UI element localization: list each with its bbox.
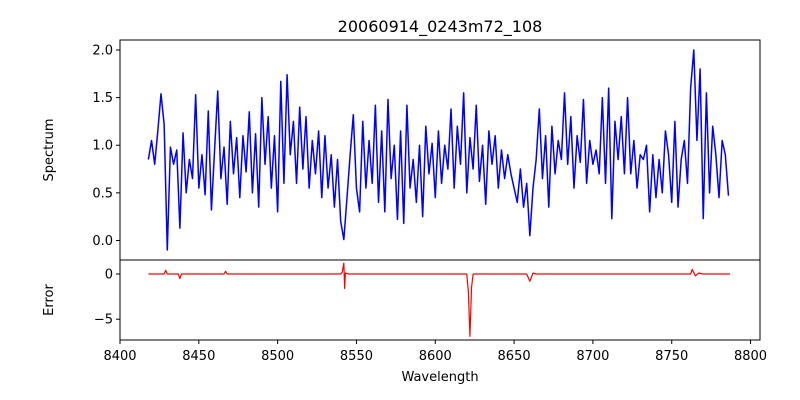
x-axis-label: Wavelength	[401, 370, 478, 385]
x-tick-label: 8800	[734, 349, 767, 364]
error-ylabel: Error	[42, 284, 57, 316]
y-tick-label: 1.0	[92, 139, 113, 154]
error-axes-frame	[119, 259, 761, 341]
x-tick-label: 8600	[419, 349, 452, 364]
y-tick-label: −5	[94, 313, 113, 328]
spectrum-line	[147, 49, 730, 251]
chart-title: 20060914_0243m72_108	[338, 17, 543, 37]
x-tick-label: 8500	[261, 349, 294, 364]
x-tick-label: 8450	[182, 349, 215, 364]
x-tick-label: 8650	[498, 349, 531, 364]
x-tick-label: 8700	[576, 349, 609, 364]
x-tick-label: 8550	[340, 349, 373, 364]
y-tick-label: 0.5	[92, 186, 113, 201]
x-tick-label: 8400	[103, 349, 136, 364]
y-tick-label: 1.5	[92, 91, 113, 106]
y-tick-label: 0	[105, 268, 113, 283]
y-tick-label: 0.0	[92, 234, 113, 249]
error-line	[148, 262, 731, 337]
spectrum-ylabel: Spectrum	[42, 119, 57, 182]
x-tick-label: 8750	[655, 349, 688, 364]
y-tick-label: 2.0	[92, 44, 113, 59]
spectrum-axes: 0.0 0.5 1.0 1.5 2.0 Spectrum	[42, 39, 761, 261]
